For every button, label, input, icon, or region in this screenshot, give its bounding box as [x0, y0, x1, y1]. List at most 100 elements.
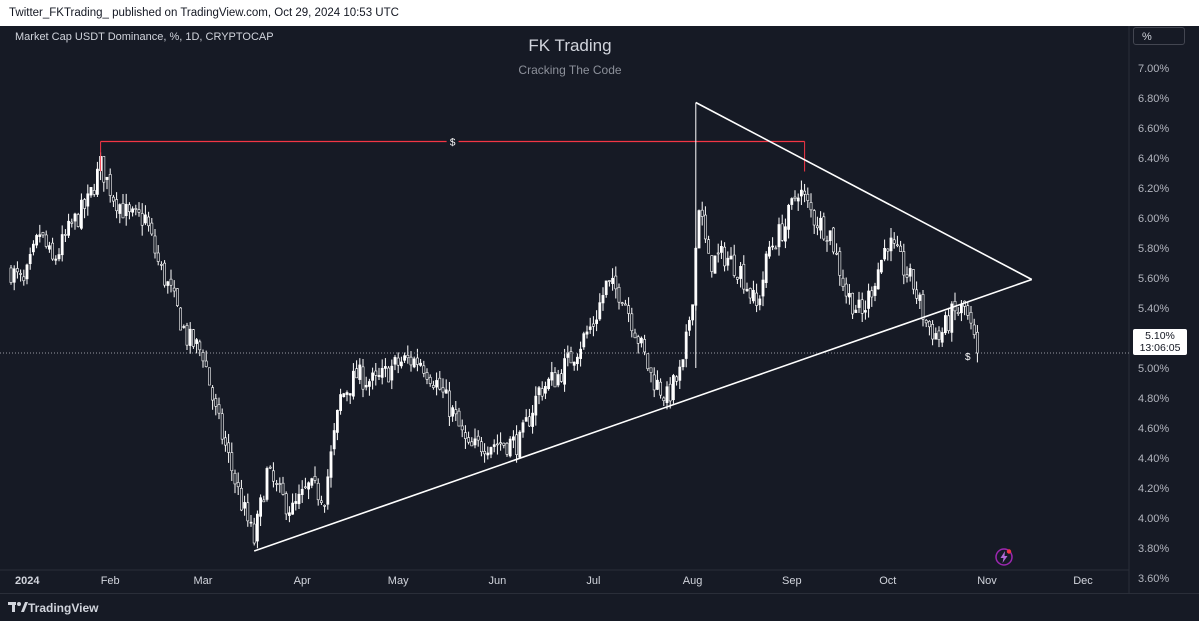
- candle-body: [150, 222, 154, 235]
- candle-body: [185, 325, 189, 346]
- publish-info: Twitter_FKTrading_ published on TradingV…: [9, 7, 399, 19]
- candle-body: [851, 292, 855, 315]
- candle-body: [793, 196, 797, 199]
- candle-body: [441, 387, 445, 393]
- candle-body: [316, 482, 320, 501]
- candle-body: [572, 361, 576, 366]
- price-marker-bg: [961, 350, 974, 363]
- candle-body: [719, 246, 723, 253]
- x-tick-label: Mar: [194, 575, 213, 587]
- candle-body: [646, 353, 650, 370]
- candle-body: [959, 303, 963, 314]
- candle-body: [678, 366, 682, 381]
- candle-body: [236, 482, 240, 488]
- candle-body: [755, 292, 759, 306]
- unit-button[interactable]: %: [1133, 27, 1185, 45]
- candle-body: [499, 442, 503, 445]
- candle-body: [972, 324, 976, 335]
- candle-body: [531, 412, 535, 427]
- candle-body: [57, 254, 61, 260]
- candle-body: [92, 190, 96, 195]
- candle-body: [956, 312, 960, 314]
- y-tick-label: 4.20%: [1138, 483, 1169, 495]
- candle-body: [483, 451, 487, 455]
- candle-body: [351, 370, 355, 397]
- candle-body: [659, 381, 663, 396]
- candle-body: [569, 351, 573, 364]
- footer: TradingView: [0, 593, 1199, 621]
- candle-body: [943, 315, 947, 334]
- candle-body: [41, 232, 45, 236]
- candle-body: [950, 303, 954, 333]
- chart-title: FK Trading: [528, 36, 612, 55]
- chart-subtitle: Cracking The Code: [518, 63, 622, 77]
- candle-body: [687, 320, 691, 331]
- candle-body: [390, 365, 394, 381]
- candle-body: [230, 452, 234, 472]
- bolt-icon[interactable]: [995, 548, 1013, 566]
- candle-body: [163, 262, 167, 286]
- candle-body: [454, 409, 458, 415]
- candle-body: [47, 245, 51, 250]
- candle-body: [67, 220, 71, 236]
- candle-body: [124, 204, 128, 216]
- candle-body: [726, 257, 730, 266]
- candle-body: [838, 251, 842, 276]
- candle-body: [335, 409, 339, 433]
- candle-body: [713, 255, 717, 274]
- candle-body: [467, 437, 471, 443]
- candle-body: [758, 298, 762, 306]
- candle-body: [355, 368, 359, 379]
- candle-body: [729, 255, 733, 260]
- candle-body: [383, 366, 387, 369]
- candle-body: [883, 247, 887, 260]
- candle-body: [35, 235, 39, 246]
- candle-body: [771, 245, 775, 248]
- candle-body: [799, 189, 803, 197]
- candle-body: [614, 275, 618, 290]
- candle-body: [508, 438, 512, 457]
- price-chart[interactable]: 7.00% 6.80% 6.60% 6.40% 6.20% 6.00% 5.80% 5.60%…: [0, 26, 1199, 593]
- resistance-label-bg: [446, 134, 459, 149]
- candle-body: [495, 443, 499, 446]
- chart-area[interactable]: 7.00% 6.80% 6.60% 6.40% 6.20% 6.00% 5.80% 5.60%…: [0, 26, 1199, 593]
- candle-body: [60, 234, 64, 256]
- candle-body: [563, 358, 567, 385]
- candle-body: [345, 392, 349, 395]
- candle-body: [825, 240, 829, 242]
- candle-body: [271, 470, 275, 482]
- candle-body: [582, 333, 586, 348]
- candle-body: [947, 315, 951, 331]
- candle-body: [924, 320, 928, 324]
- candle-body: [419, 362, 423, 366]
- candle-body: [675, 376, 679, 382]
- candle-body: [652, 374, 656, 391]
- candle-body: [761, 279, 765, 297]
- candle-body: [630, 313, 634, 332]
- candle-body: [86, 193, 90, 207]
- tradingview-logo-icon[interactable]: [8, 600, 28, 614]
- candle-body: [867, 290, 871, 309]
- x-tick-label: Dec: [1073, 575, 1093, 587]
- candle-body: [444, 389, 448, 394]
- candle-body: [438, 377, 442, 390]
- candle-body: [358, 364, 362, 380]
- candle-body: [208, 367, 211, 386]
- candle-body: [918, 294, 922, 301]
- footer-brand[interactable]: TradingView: [28, 601, 99, 615]
- candle-body: [9, 267, 13, 283]
- candle-body: [742, 264, 746, 290]
- candle-body: [348, 393, 352, 396]
- candle-body: [166, 281, 170, 286]
- candle-body: [246, 502, 250, 522]
- candle-body: [691, 304, 695, 321]
- candle-body: [537, 387, 541, 396]
- y-tick-label: 5.40%: [1138, 303, 1169, 315]
- candle-body: [387, 367, 391, 383]
- candle-body: [160, 264, 163, 266]
- x-tick-label: Nov: [977, 575, 997, 587]
- candle-body: [262, 499, 266, 503]
- candle-body: [623, 303, 627, 306]
- candle-body: [307, 482, 311, 490]
- candle-body: [681, 359, 685, 368]
